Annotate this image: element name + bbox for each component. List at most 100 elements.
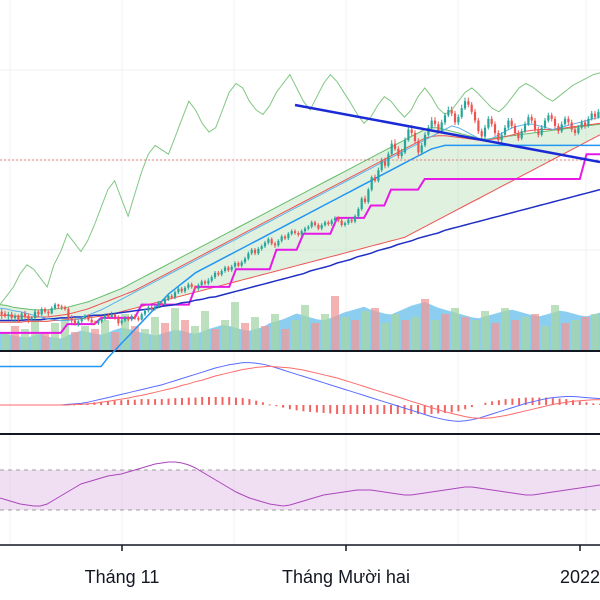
candle [333,216,337,223]
macd-histogram-bar [154,399,157,405]
candle-body [343,223,347,225]
candle [417,138,420,156]
candle-body [583,122,587,126]
candle-body [203,281,207,284]
candle [513,123,517,136]
candle-body [337,217,340,221]
candle-body [217,272,220,275]
rsi-panel [0,461,600,511]
candle-body [37,311,40,315]
candle [157,301,160,309]
ma-mid-line [0,122,600,318]
candle-body [107,315,110,317]
candle [0,309,3,319]
candle-body [323,222,327,225]
volume-bar [141,329,149,350]
volume-bar [491,323,499,350]
macd-histogram-bar [369,405,372,414]
candle-body [267,239,270,243]
candle [517,130,520,141]
candle-body [243,258,247,263]
candle-body [43,309,47,312]
candle [343,221,347,227]
candle [303,226,307,233]
candle [520,128,523,141]
volume-bar [441,314,449,350]
volume-bar [301,305,309,350]
candle-body [260,246,263,249]
candle [47,309,50,317]
candle [163,297,167,306]
candle [70,315,73,324]
candle-body [390,143,393,155]
candle [30,316,33,322]
macd-histogram-bar [174,398,177,405]
candle-body [340,220,343,225]
candle-body [397,148,400,156]
macd-histogram-bar [504,399,507,405]
macd-histogram-bar [356,405,359,414]
candle-body [490,118,493,125]
macd-histogram-bar [336,405,339,414]
candle [487,116,490,130]
candle-body [433,120,437,125]
candle [407,125,410,142]
macd-histogram-bar [497,400,500,405]
ma-sky-line [0,144,600,368]
candle [77,319,80,327]
volume-bar [81,326,89,350]
candle-body [27,316,30,320]
macd-histogram-bar [282,405,285,408]
candle [587,116,590,128]
volume-bar [111,332,119,350]
volume-bar [191,326,199,350]
macd-histogram-bar [450,405,453,413]
volume-bar [371,308,379,350]
volume-bar [201,311,209,350]
candle-body [100,318,103,322]
cloud-span-b [0,134,600,323]
candle-body [510,120,513,126]
candle-body [190,284,193,287]
macd-histogram-bar [201,397,204,405]
volume-bar [521,317,529,350]
candle-body [177,288,180,293]
macd-histogram-bar [417,405,419,414]
candle [473,109,477,124]
candle [400,148,403,159]
rsi-band [0,470,600,510]
macd-histogram-bar [376,405,379,414]
candle-body [547,115,550,121]
candle-body [160,302,163,305]
candle-body [103,315,107,319]
cloud-span-a [0,123,600,311]
ma-fast-line [0,116,600,321]
candle-body [577,127,580,133]
candle [283,234,287,240]
volume-bar [51,323,59,350]
candle [67,307,70,320]
candle [10,311,13,321]
macd-histogram-bar [106,401,109,405]
candle-body [550,115,553,119]
candle-body [380,161,383,171]
candle-body [477,120,480,132]
volume-bar [241,323,249,350]
candle-body [563,118,567,125]
candle-body [263,242,267,247]
macd-histogram-bar [511,398,514,405]
candle [490,116,493,127]
candle-body [53,304,57,309]
candle [120,318,123,325]
candle-body [347,219,350,224]
candle-body [297,233,300,235]
macd-histogram-bar [140,399,143,405]
candle [13,313,17,323]
candle [147,305,150,313]
candle-body [513,125,517,133]
candle-body [310,222,313,227]
volume-bar [411,317,419,350]
candle-body [237,263,240,266]
candle [7,311,10,320]
